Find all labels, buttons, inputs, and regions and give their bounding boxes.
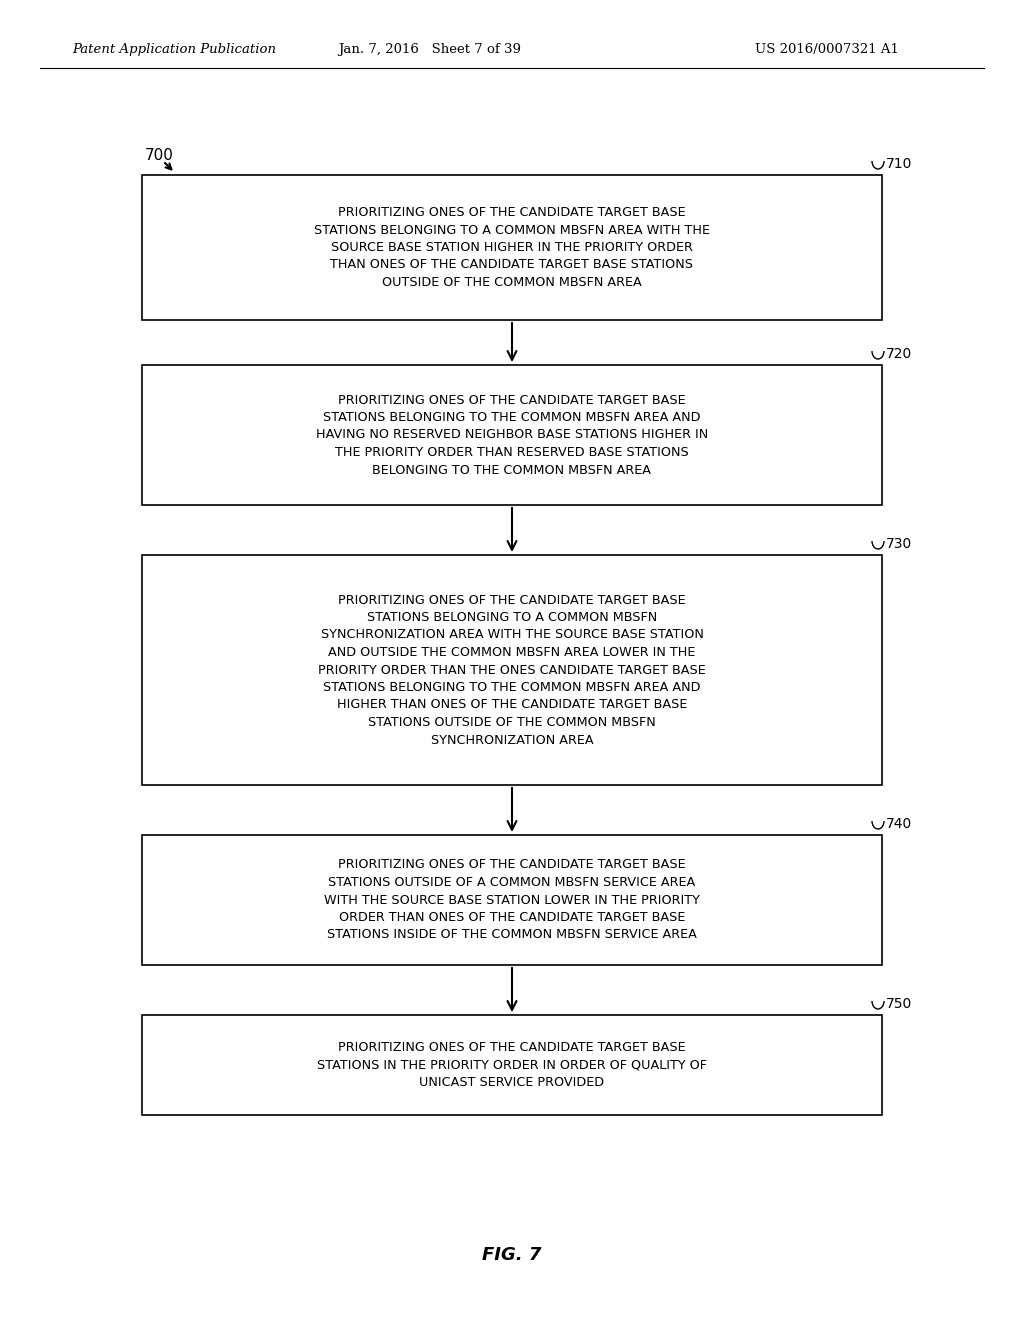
Text: FIG. 7: FIG. 7: [482, 1246, 542, 1265]
Text: 730: 730: [886, 537, 912, 550]
FancyBboxPatch shape: [142, 554, 882, 785]
FancyBboxPatch shape: [142, 836, 882, 965]
Text: PRIORITIZING ONES OF THE CANDIDATE TARGET BASE
STATIONS BELONGING TO A COMMON MB: PRIORITIZING ONES OF THE CANDIDATE TARGE…: [314, 206, 710, 289]
Text: 720: 720: [886, 347, 912, 360]
Text: 700: 700: [145, 148, 174, 162]
Text: Jan. 7, 2016   Sheet 7 of 39: Jan. 7, 2016 Sheet 7 of 39: [339, 44, 521, 57]
Text: 750: 750: [886, 997, 912, 1011]
FancyBboxPatch shape: [142, 366, 882, 506]
FancyBboxPatch shape: [142, 176, 882, 319]
Text: 710: 710: [886, 157, 912, 172]
Text: PRIORITIZING ONES OF THE CANDIDATE TARGET BASE
STATIONS BELONGING TO THE COMMON : PRIORITIZING ONES OF THE CANDIDATE TARGE…: [315, 393, 709, 477]
Text: US 2016/0007321 A1: US 2016/0007321 A1: [755, 44, 899, 57]
Text: Patent Application Publication: Patent Application Publication: [72, 44, 276, 57]
Text: 740: 740: [886, 817, 912, 832]
FancyBboxPatch shape: [142, 1015, 882, 1115]
Text: PRIORITIZING ONES OF THE CANDIDATE TARGET BASE
STATIONS IN THE PRIORITY ORDER IN: PRIORITIZING ONES OF THE CANDIDATE TARGE…: [317, 1041, 707, 1089]
Text: PRIORITIZING ONES OF THE CANDIDATE TARGET BASE
STATIONS BELONGING TO A COMMON MB: PRIORITIZING ONES OF THE CANDIDATE TARGE…: [318, 594, 706, 747]
Text: PRIORITIZING ONES OF THE CANDIDATE TARGET BASE
STATIONS OUTSIDE OF A COMMON MBSF: PRIORITIZING ONES OF THE CANDIDATE TARGE…: [324, 858, 700, 941]
